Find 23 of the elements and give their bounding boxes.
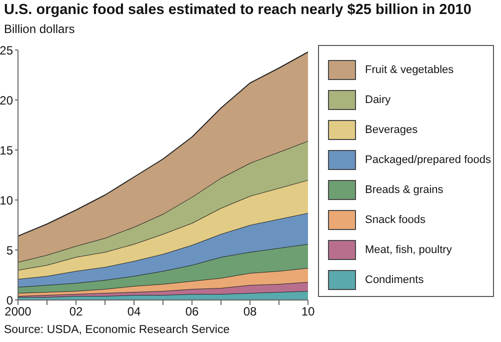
legend-label: Dairy [365,94,391,106]
y-tick-label: 10 [0,193,14,208]
y-axis-title: Billion dollars [4,22,75,36]
x-tick-label: 06 [185,304,199,319]
legend-label: Beverages [365,124,418,136]
legend-label: Meat, fish, poultry [365,244,452,256]
x-tick-label: 10 [301,304,315,319]
x-tick-label: 04 [127,304,141,319]
legend-label: Packaged/prepared foods [365,154,491,166]
x-tick-label: 2000 [4,304,32,319]
x-tick-label: 02 [69,304,83,319]
legend-label: Condiments [365,274,424,286]
legend-label: Fruit & vegetables [365,64,454,76]
y-tick-label: 5 [6,243,14,258]
x-tick-label: 08 [243,304,257,319]
y-tick-label: 20 [0,93,14,108]
chart-title: U.S. organic food sales estimated to reach nearly $25 billion in 2010 [4,2,472,18]
source-note: Source: USDA, Economic Research Service [4,324,230,336]
legend-label: Breads & grains [365,184,444,196]
y-tick-label: 0 [6,293,14,308]
y-tick-label: 15 [0,143,14,158]
legend-label: Snack foods [365,214,426,226]
y-tick-label: 25 [0,43,14,58]
